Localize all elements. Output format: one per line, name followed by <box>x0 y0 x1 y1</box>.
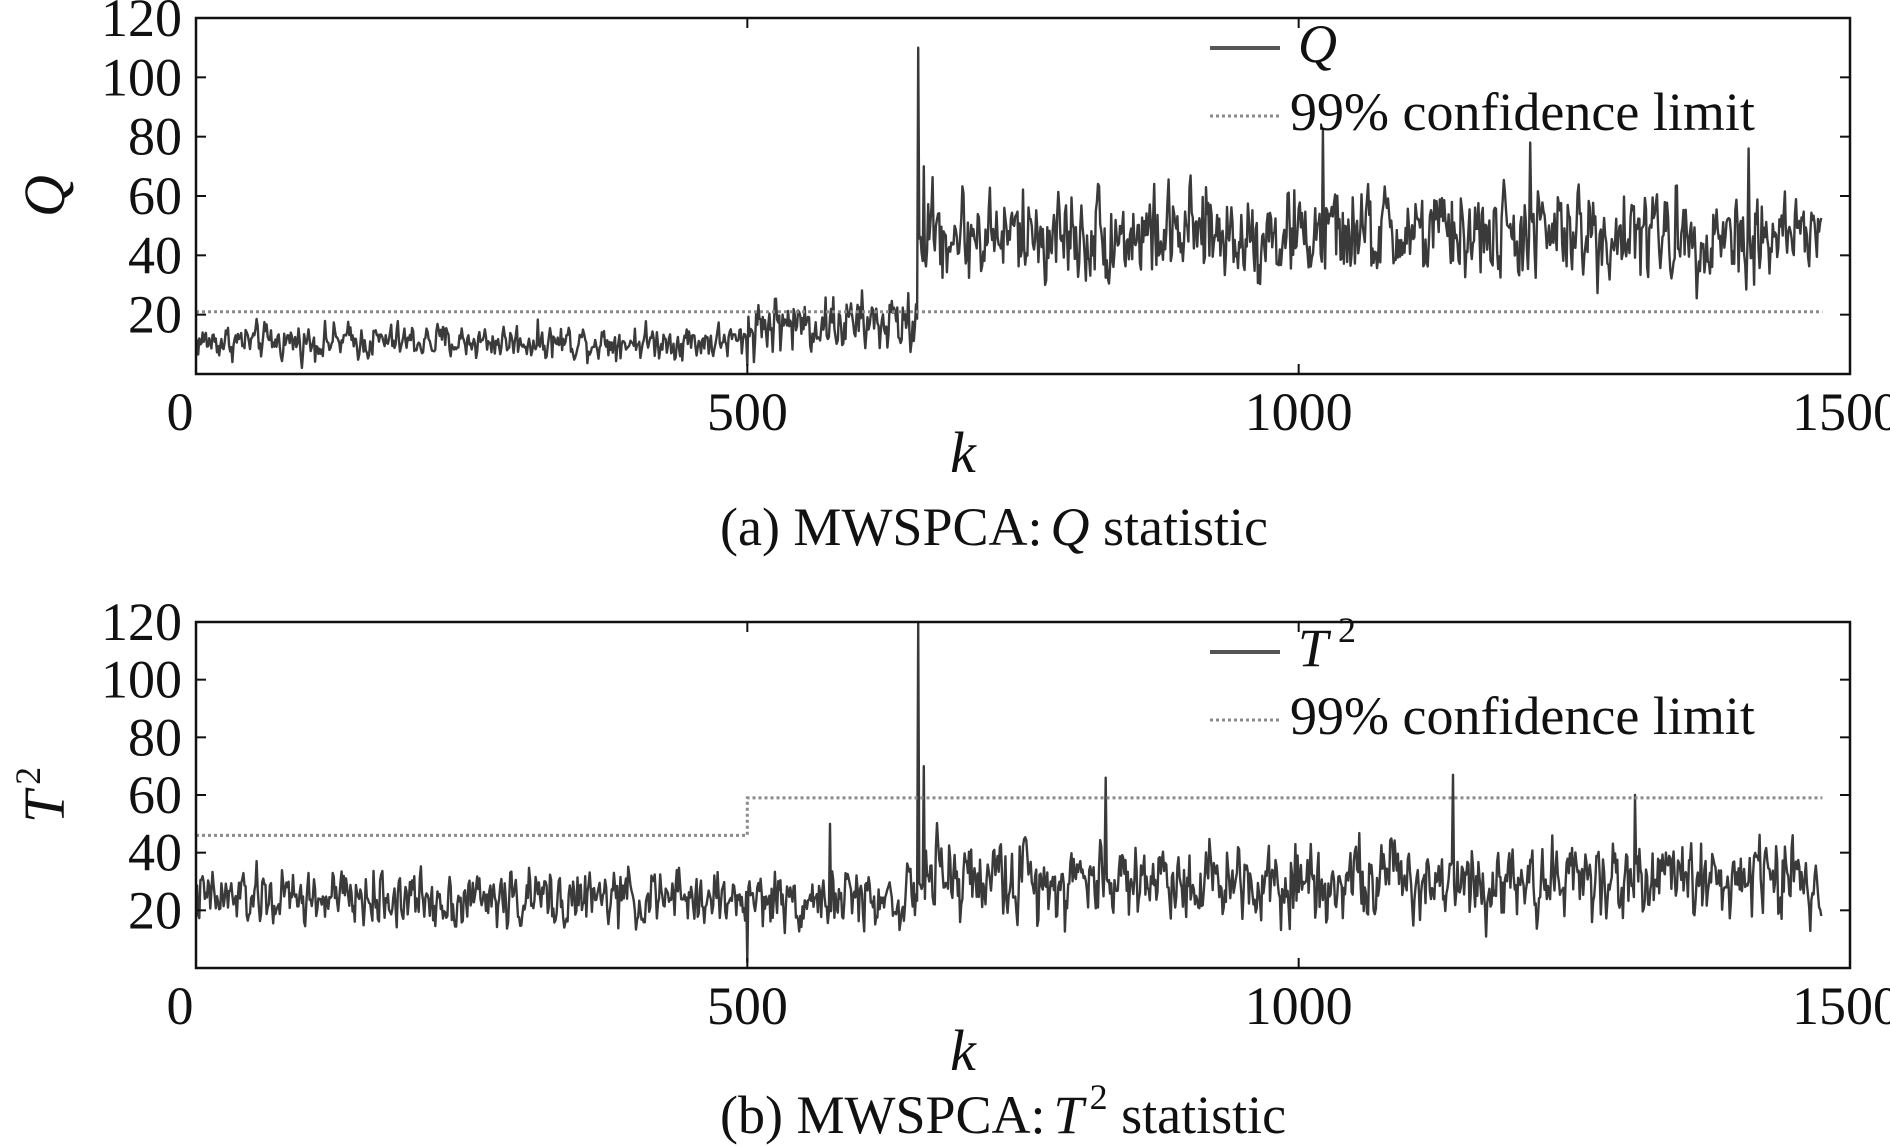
panel-b-caption-symbol: T <box>1054 1085 1088 1145</box>
panel-a-y-tick-label: 20 <box>128 285 182 345</box>
panel-a-legend-label-statistic: Q <box>1298 14 1337 74</box>
panel-b-y-tick-label: 80 <box>128 707 182 767</box>
panel-b-x-tick-label: 500 <box>707 976 788 1036</box>
panel-a-x-tick-label: 0 <box>167 382 194 442</box>
panel-a-y-tick-label: 80 <box>128 107 182 167</box>
panel-a-caption-prefix: (a) MWSPCA: <box>720 497 1043 557</box>
panel-b-caption-superscript: 2 <box>1090 1077 1108 1117</box>
panel-b-x-tick-label: 0 <box>167 976 194 1036</box>
panel-b-caption-suffix: statistic <box>1108 1085 1286 1145</box>
panel-a-y-tick-label: 60 <box>128 166 182 226</box>
panel-b-y-axis-label-symbol: T <box>12 787 77 823</box>
panel-b-y-tick-label: 60 <box>128 765 182 825</box>
panel-b-y-tick-label: 100 <box>101 650 182 710</box>
panel-a-y-tick-label: 120 <box>101 0 182 48</box>
panel-a-caption-symbol: Q <box>1051 497 1090 557</box>
panel-a-y-tick-label: 100 <box>101 47 182 107</box>
panel-b-series-confidence-limit-line <box>196 796 1823 837</box>
panel-b-y-tick-label: 120 <box>101 592 182 652</box>
panel-b-series-statistic-line <box>196 622 1823 964</box>
panel-b-x-axis-label: k <box>950 1018 977 1083</box>
panel-b-caption-prefix: (b) MWSPCA: <box>720 1085 1046 1145</box>
panel-a-x-tick-label: 1500 <box>1792 382 1890 442</box>
panel-a-x-axis-label: k <box>950 420 977 485</box>
panel-a-legend-label-text: Q <box>1298 14 1337 74</box>
panel-a-caption-suffix: statistic <box>1090 497 1268 557</box>
panel-b-y-axis-label-superscript: 2 <box>8 767 48 785</box>
panel-b-x-tick-label: 1000 <box>1245 976 1353 1036</box>
panel-a-y-axis-label: Q <box>12 175 77 217</box>
panel-a-x-tick-label: 1000 <box>1245 382 1353 442</box>
panel-a-x-tick-label: 500 <box>707 382 788 442</box>
panel-b-legend-label-text: 99% confidence limit <box>1290 686 1755 746</box>
panel-b-y-tick-label: 20 <box>128 880 182 940</box>
panel-a-caption: (a) MWSPCA: Q statistic <box>720 497 1268 557</box>
panel-b-legend-label-superscript: 2 <box>1338 610 1356 650</box>
panel-b-y-tick-label: 40 <box>128 823 182 883</box>
panel-b-caption: (b) MWSPCA: T 2 statistic <box>720 1077 1286 1145</box>
panel-a-legend-label-confidence-limit: 99% confidence limit <box>1290 82 1755 142</box>
panel-b-legend-label-confidence-limit: 99% confidence limit <box>1290 686 1755 746</box>
panel-b-y-axis-label: T2 <box>8 767 77 823</box>
panel-a-y-tick-label: 40 <box>128 225 182 285</box>
panel-b-legend-label-text: T <box>1298 618 1332 678</box>
panel-b-x-tick-label: 1500 <box>1792 976 1890 1036</box>
panel-a-series-statistic-line <box>196 46 1823 370</box>
panel-a-y-axis-label-symbol: Q <box>12 175 77 217</box>
panel-a-legend-label-text: 99% confidence limit <box>1290 82 1755 142</box>
